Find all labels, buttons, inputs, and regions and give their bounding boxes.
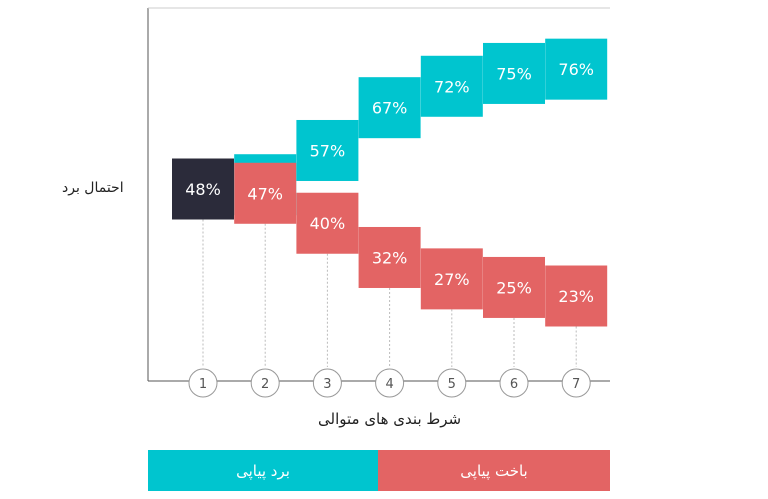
tick-circle-6 [499,368,529,398]
tick-circle-1 [188,368,218,398]
legend-win-label: برد پیاپی [236,461,290,480]
tick-label-7: 7 [572,377,580,392]
tick-label-5: 5 [448,377,456,392]
legend: برد پیاپی باخت پیاپی [148,450,610,491]
loss-4-box [358,226,421,288]
loss-2-label: 47% [247,184,283,203]
win-6-label: 75% [496,64,532,83]
x-axis-label: شرط بندی های متوالی [318,410,462,428]
legend-loss: باخت پیاپی [378,450,610,491]
loss-4-label: 32% [372,248,408,267]
loss-7-box [545,265,608,327]
tick-circle-7 [561,368,591,398]
tick-label-3: 3 [323,377,331,392]
win-4-box [358,77,421,139]
legend-win: برد پیاپی [148,450,378,491]
loss-6-label: 25% [496,278,532,297]
loss-3-box [296,192,359,254]
win-4-label: 67% [372,99,408,118]
win-3-box [296,119,359,181]
tick-circle-3 [312,368,342,398]
tick-circle-2 [250,368,280,398]
legend-loss-label: باخت پیاپی [460,461,528,480]
loss-7-label: 23% [558,287,594,306]
tick-label-1: 1 [199,377,207,392]
win-3-label: 57% [310,141,346,160]
x-ticks: 1 2 3 4 5 6 7 [188,368,591,398]
guide-lines [202,219,577,367]
loss-2-box [234,162,297,224]
tick-label-6: 6 [510,377,518,392]
tick-label-2: 2 [261,377,269,392]
y-axis-label: احتمال برد [62,180,124,196]
win-7-box [545,38,608,100]
start-label: 48% [185,180,221,199]
loss-3-label: 40% [310,214,346,233]
loss-5-label: 27% [434,270,470,289]
win-7-label: 76% [558,60,594,79]
loss-5-box [420,248,483,310]
win-6-box [483,42,545,104]
win-5-label: 72% [434,77,470,96]
loss-6-box [483,256,545,318]
tick-circle-5 [437,368,467,398]
win-5-box [420,55,483,117]
value-boxes: 48%49%47%57%40%67%32%72%27%75%25%76%23% [172,38,608,327]
tick-label-4: 4 [385,377,393,392]
start-box [172,158,234,220]
tick-circle-4 [375,368,405,398]
